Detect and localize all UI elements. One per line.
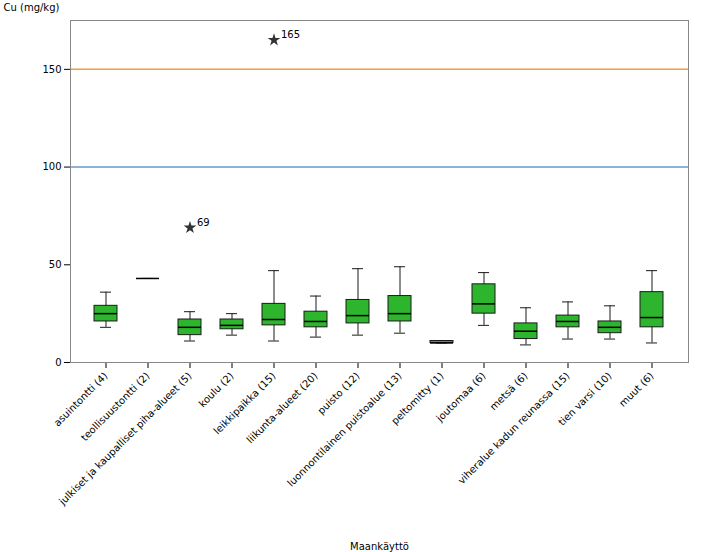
svg-text:Maankäyttö: Maankäyttö [350, 541, 409, 552]
svg-text:metsä (6): metsä (6) [488, 370, 530, 412]
svg-text:julkiset ja kaupalliset piha-a: julkiset ja kaupalliset piha-alueet (5) [56, 370, 194, 508]
svg-text:teollisuustontti (2): teollisuustontti (2) [79, 370, 152, 443]
svg-text:50: 50 [49, 259, 62, 270]
svg-text:tien varsi (10): tien varsi (10) [556, 370, 614, 428]
svg-text:Cu (mg/kg): Cu (mg/kg) [4, 2, 60, 13]
svg-text:muut (6): muut (6) [617, 370, 656, 409]
svg-text:koulu (2): koulu (2) [197, 370, 236, 409]
svg-text:joutomaa (6): joutomaa (6) [433, 370, 487, 424]
svg-text:leikkipaikka (15): leikkipaikka (15) [211, 370, 278, 437]
svg-text:0: 0 [55, 357, 61, 368]
svg-text:liikunta-alueet (20): liikunta-alueet (20) [244, 370, 319, 445]
svg-text:150: 150 [42, 64, 61, 75]
svg-text:peltomitty (1): peltomitty (1) [389, 370, 446, 427]
svg-text:asuintontti (4): asuintontti (4) [51, 370, 110, 429]
svg-text:viheralue kadun reunassa (15): viheralue kadun reunassa (15) [456, 370, 572, 486]
svg-text:100: 100 [42, 161, 61, 172]
svg-text:puisto (12): puisto (12) [315, 370, 361, 416]
svg-text:luonnontilainen puistoalue (13: luonnontilainen puistoalue (13) [285, 370, 404, 489]
svg-text:165: 165 [281, 29, 300, 40]
svg-text:69: 69 [197, 217, 210, 228]
